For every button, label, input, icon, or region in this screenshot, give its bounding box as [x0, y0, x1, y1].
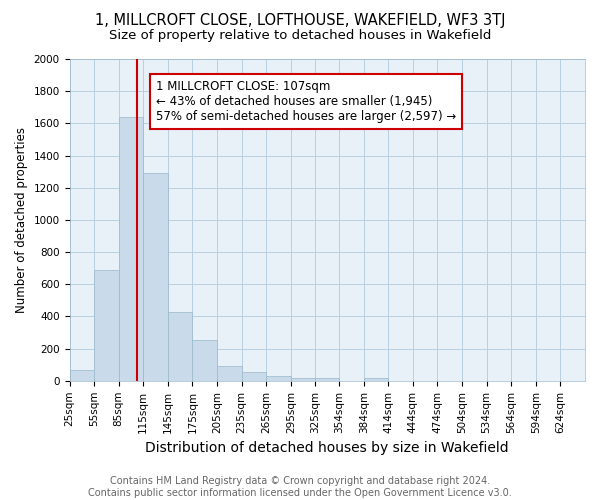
Text: 1, MILLCROFT CLOSE, LOFTHOUSE, WAKEFIELD, WF3 3TJ: 1, MILLCROFT CLOSE, LOFTHOUSE, WAKEFIELD…: [95, 12, 505, 28]
Bar: [168, 312, 193, 381]
Bar: [94, 270, 119, 381]
Bar: [242, 372, 266, 381]
Bar: [266, 376, 291, 381]
X-axis label: Distribution of detached houses by size in Wakefield: Distribution of detached houses by size …: [145, 441, 509, 455]
Bar: [193, 340, 217, 381]
Bar: [119, 117, 143, 381]
Text: Contains HM Land Registry data © Crown copyright and database right 2024.
Contai: Contains HM Land Registry data © Crown c…: [88, 476, 512, 498]
Y-axis label: Number of detached properties: Number of detached properties: [15, 127, 28, 313]
Text: 1 MILLCROFT CLOSE: 107sqm
← 43% of detached houses are smaller (1,945)
57% of se: 1 MILLCROFT CLOSE: 107sqm ← 43% of detac…: [155, 80, 456, 123]
Bar: [217, 366, 242, 381]
Bar: [364, 378, 388, 381]
Text: Size of property relative to detached houses in Wakefield: Size of property relative to detached ho…: [109, 29, 491, 42]
Bar: [291, 378, 316, 381]
Bar: [316, 378, 339, 381]
Bar: [70, 370, 94, 381]
Bar: [143, 173, 168, 381]
